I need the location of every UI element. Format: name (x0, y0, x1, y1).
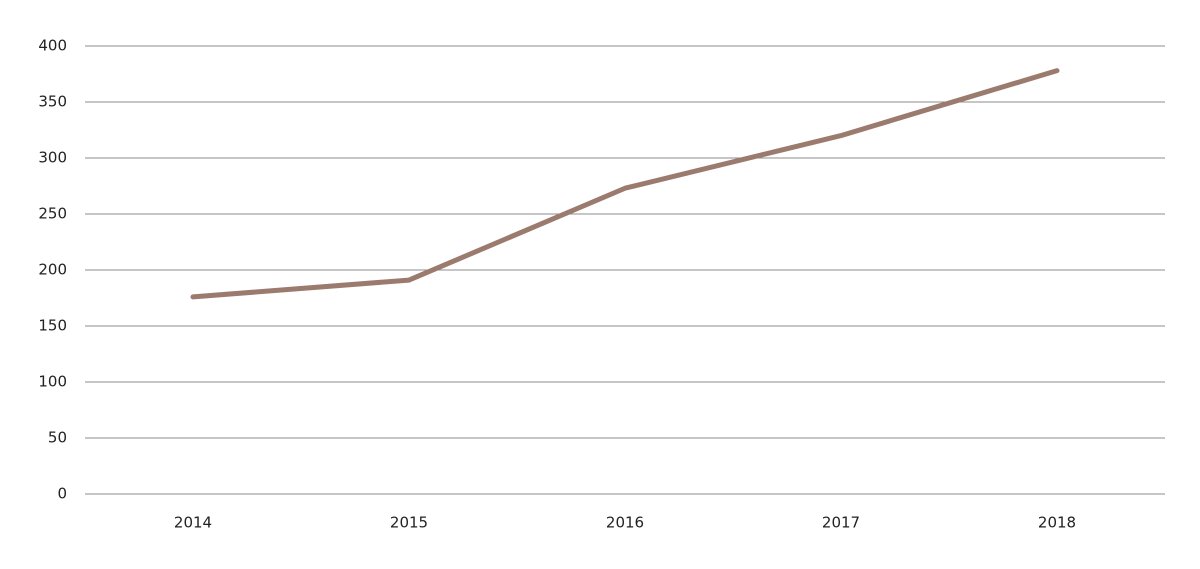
y-tick-label: 100 (38, 373, 67, 391)
x-tick-label: 2016 (606, 514, 644, 532)
y-tick-label: 150 (38, 317, 67, 335)
y-tick-label: 300 (38, 149, 67, 167)
x-tick-label: 2018 (1038, 514, 1076, 532)
x-tick-label: 2014 (174, 514, 212, 532)
y-tick-label: 400 (38, 37, 67, 55)
x-tick-label: 2015 (390, 514, 428, 532)
x-tick-label: 2017 (822, 514, 860, 532)
y-tick-label: 50 (48, 429, 67, 447)
data-line (190, 68, 1060, 300)
y-tick-label: 350 (38, 93, 67, 111)
y-tick-label: 0 (57, 485, 67, 503)
y-tick-label: 250 (38, 205, 67, 223)
y-tick-label: 200 (38, 261, 67, 279)
